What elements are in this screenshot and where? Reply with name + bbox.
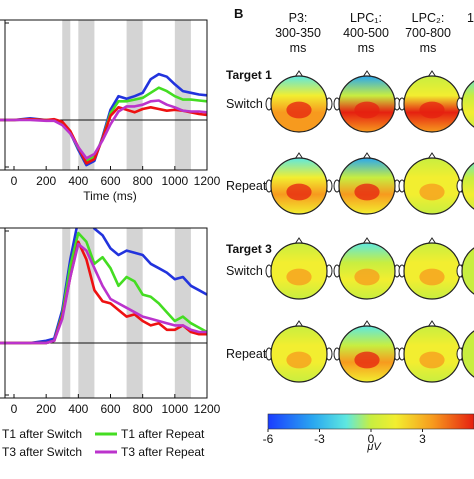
erp-chart-top <box>0 20 208 170</box>
topo-column-header: 700-800 <box>405 26 451 40</box>
topo-row-labels: Target 1 Switch Repeat Target 3 Switch Repeat <box>226 68 272 361</box>
topo-head-map <box>456 80 474 128</box>
legend-label: T1 after Repeat <box>121 427 205 441</box>
series-line-t3-after-switch <box>0 106 208 165</box>
topo-row-label: Repeat <box>226 347 267 361</box>
topo-head-map <box>398 152 466 215</box>
topo-head-map <box>265 70 333 133</box>
topo-head-map <box>333 152 401 215</box>
topo-row-label: Switch <box>226 264 263 278</box>
x-tick-label: 800 <box>133 174 153 188</box>
colorbar: -6 -3 0 3 μV <box>263 413 474 453</box>
topo-group-title: Target 1 <box>226 68 272 82</box>
topo-column-header: ms <box>290 41 307 55</box>
analysis-window <box>78 20 95 170</box>
panel-letter-b: B <box>234 6 243 21</box>
erp-chart-bottom <box>0 228 208 398</box>
topo-column-headers: P3:300-350msLPC₁:400-500msLPC₂:700-800ms… <box>275 11 474 55</box>
x-tick-label: 200 <box>36 174 56 188</box>
x-axis-label-top: Time (ms) <box>83 189 137 203</box>
series-line-t3-after-repeat <box>0 242 207 345</box>
topo-row-label: Switch <box>226 97 263 111</box>
topo-column-header: ms <box>358 41 375 55</box>
x-tick-label: 0 <box>11 174 18 188</box>
x-tick-label: 400 <box>68 402 88 416</box>
erp-chart-bottom-axes: 0 200 400 600 800 1000 1200 <box>0 227 221 416</box>
topo-head-map <box>456 162 474 210</box>
topo-column-header: LPC₁: <box>350 11 382 25</box>
x-tick-label: 800 <box>133 402 153 416</box>
topo-column-header: LPC₂: <box>412 11 445 25</box>
x-tick-label: 1200 <box>194 402 221 416</box>
topo-head-map <box>265 320 333 383</box>
x-tick-label: 0 <box>11 402 18 416</box>
topo-maps <box>265 70 474 383</box>
topo-head-map <box>265 152 333 215</box>
x-tick-label: 1000 <box>161 174 188 188</box>
colorbar-tick-label: 0 <box>368 432 375 446</box>
x-tick-label: 400 <box>68 174 88 188</box>
topo-column-header: 300-350 <box>275 26 321 40</box>
topo-column-header: ms <box>420 41 437 55</box>
topo-column-header: 400-500 <box>343 26 389 40</box>
colorbar-tick-label: 3 <box>419 432 426 446</box>
topo-head-map <box>333 320 401 383</box>
analysis-window <box>174 20 191 170</box>
topo-head-map <box>456 330 474 378</box>
topo-head-map <box>398 237 466 300</box>
analysis-window <box>174 228 191 398</box>
x-tick-label: 600 <box>100 174 120 188</box>
analysis-window <box>62 228 71 398</box>
topo-head-map <box>398 70 466 133</box>
colorbar-tick-label: -3 <box>314 432 325 446</box>
topo-column-header: P3: <box>289 11 308 25</box>
topo-head-map <box>398 320 466 383</box>
series-line-t1-after-switch <box>0 228 208 345</box>
analysis-window <box>62 20 71 170</box>
colorbar-unit: μV <box>366 441 382 453</box>
legend-label: T3 after Repeat <box>121 445 205 459</box>
plot-frame <box>0 19 208 171</box>
erp-chart-top-axes: 0 200 400 600 800 1000 1200 <box>0 19 221 188</box>
legend-label: T1 after Switch <box>2 427 82 441</box>
x-tick-label: 200 <box>36 402 56 416</box>
x-tick-label: 1000 <box>161 402 188 416</box>
topo-group-title: Target 3 <box>226 242 272 256</box>
colorbar-gradient <box>267 413 474 430</box>
topo-column-header: 10 <box>467 11 474 25</box>
topo-head-map <box>456 247 474 295</box>
plot-frame <box>0 227 208 399</box>
legend: T1 after Switch T1 after Repeat T3 after S… <box>2 427 205 459</box>
x-tick-label: 1200 <box>194 174 221 188</box>
topo-head-map <box>333 237 401 300</box>
colorbar-tick-label: -6 <box>263 432 274 446</box>
topo-head-map <box>333 70 401 133</box>
topo-row-label: Repeat <box>226 179 267 193</box>
legend-label: T3 after Switch <box>2 445 82 459</box>
x-tick-label: 600 <box>100 402 120 416</box>
series-line-t3-after-repeat <box>0 99 208 160</box>
topo-head-map <box>265 237 333 300</box>
